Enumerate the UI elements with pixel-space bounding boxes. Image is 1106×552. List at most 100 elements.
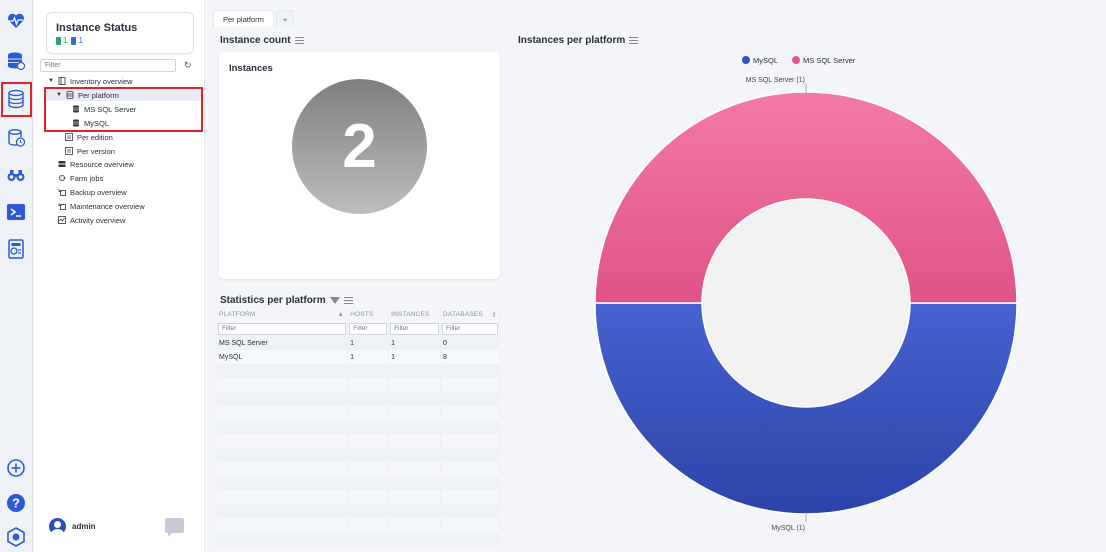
tree-item-per-edition[interactable]: Per edition [65, 131, 113, 143]
tree-panel: Instance Status 1 1 ↻ ▼ Inventory overvi… [34, 0, 205, 552]
tab-per-platform[interactable]: Per platform [213, 10, 274, 27]
instance-count-value: 2 [292, 79, 427, 214]
database-icon [72, 105, 80, 113]
user-name: admin [72, 522, 96, 531]
tree-item-label: Maintenance overview [70, 201, 145, 211]
hexagon-logo-icon[interactable] [5, 526, 27, 548]
caret-down-icon[interactable]: ▼ [48, 78, 54, 84]
total-count: 1 [78, 36, 83, 45]
menu-icon[interactable] [294, 37, 304, 44]
icon-rail: ? [0, 0, 33, 552]
empty-row [217, 406, 500, 420]
menu-icon[interactable] [629, 37, 639, 44]
slice-label: MySQL (1) [771, 525, 805, 532]
tree-item-backup-overview[interactable]: Backup overview [58, 186, 127, 198]
rail-active-highlight [1, 82, 32, 117]
heartbeat-icon[interactable] [5, 10, 27, 32]
plus-circle-icon[interactable] [5, 457, 27, 479]
menu-icon[interactable] [343, 297, 353, 304]
avatar [49, 518, 66, 535]
filter-icon[interactable] [329, 297, 340, 304]
binoculars-icon[interactable] [5, 164, 27, 186]
empty-row [217, 448, 500, 462]
database-icon [66, 91, 74, 99]
table-row[interactable]: MS SQL Server 1 1 0 [217, 336, 500, 350]
column-header-instances[interactable]: INSTANCES [388, 308, 442, 321]
tree-selection-highlight [44, 87, 203, 132]
table-cell: 1 [347, 336, 390, 350]
svg-text:?: ? [12, 496, 20, 511]
tree-item-farm-jobs[interactable]: Farm jobs [58, 172, 103, 184]
donut-slice-ms-sql-server[interactable] [594, 91, 1018, 304]
databases-filter-input[interactable] [442, 322, 498, 335]
tree-item-maintenance-overview[interactable]: Maintenance overview [58, 200, 145, 212]
instance-status-title: Instance Status [56, 22, 138, 34]
tree-item-activity-overview[interactable]: Activity overview [58, 214, 125, 226]
legend-item[interactable]: MySQL [742, 56, 778, 65]
user-menu[interactable]: admin [49, 518, 96, 535]
instance-count-title: Instance count [220, 35, 291, 46]
tree-item-label: Per platform [78, 90, 119, 100]
hosts-filter-input[interactable] [349, 322, 388, 335]
tree-item-label: Activity overview [70, 215, 126, 225]
refresh-icon[interactable]: ↻ [184, 60, 192, 70]
tree-item-label: MS SQL Server [84, 104, 137, 114]
table-row[interactable]: MySQL 1 1 8 [217, 350, 500, 364]
table-cell: 1 [388, 336, 442, 350]
tree-item-resource-overview[interactable]: Resource overview [58, 158, 134, 170]
column-header-platform[interactable]: PLATFORM ▲ [217, 308, 349, 321]
database-clock-icon[interactable] [5, 127, 27, 149]
report-icon[interactable] [5, 238, 27, 260]
empty-row [217, 490, 500, 504]
dashboard-tabs: Per platform + [213, 10, 295, 27]
database-stack-icon[interactable] [5, 88, 27, 110]
caret-down-icon[interactable]: ▼ [56, 92, 62, 98]
table-cell: 8 [440, 350, 500, 364]
chat-icon[interactable] [165, 518, 184, 537]
activity-icon [58, 216, 66, 224]
donut-hole [703, 200, 909, 406]
tree-item-label: Per edition [77, 132, 113, 142]
instance-count-card: Instances 2 [219, 52, 500, 279]
empty-row [217, 420, 500, 434]
column-header-hosts[interactable]: HOSTS [347, 308, 390, 321]
tree-item-label: Farm jobs [70, 173, 104, 183]
table-cell: 0 [440, 336, 500, 350]
empty-row [217, 434, 500, 448]
instances-label: Instances [229, 63, 273, 74]
platform-filter-input[interactable] [218, 322, 347, 335]
empty-row [217, 364, 500, 378]
add-tab-button[interactable]: + [275, 10, 295, 27]
tree-item-inventory-overview[interactable]: ▼ Inventory overview [48, 75, 133, 87]
donut-slice-mysql[interactable] [594, 302, 1018, 515]
tree-item-label: MySQL [84, 118, 110, 128]
online-db-icon [56, 36, 61, 45]
tree-item-per-version[interactable]: Per version [65, 145, 115, 157]
empty-row [217, 518, 500, 532]
tree-filter-input[interactable] [40, 59, 176, 72]
database-gear-icon[interactable] [5, 50, 27, 72]
instances-per-platform-chart: MySQL MS SQL Server MySQL (1) MS SQL Serve… [514, 30, 1106, 552]
instance-status-counts: 1 1 [56, 36, 83, 45]
legend-item[interactable]: MS SQL Server [792, 56, 855, 65]
terminal-icon[interactable] [5, 201, 27, 223]
tree-item-ms-sql-server[interactable]: MS SQL Server [72, 103, 136, 115]
empty-row [217, 476, 500, 490]
instance-status-card[interactable]: Instance Status 1 1 [46, 12, 194, 54]
database-icon [72, 119, 80, 127]
instances-filter-input[interactable] [390, 322, 440, 335]
table-cell: MySQL [217, 350, 349, 364]
instance-count-header: Instance count [220, 35, 304, 46]
sort-asc-icon[interactable]: ▲ [337, 311, 345, 318]
table-cell: 1 [347, 350, 390, 364]
tree-item-per-platform[interactable]: ▼ Per platform [56, 89, 119, 101]
column-header-databases[interactable]: DATABASES ⇕ [440, 308, 500, 321]
tree-item-mysql[interactable]: MySQL [72, 117, 109, 129]
filter-row [217, 321, 500, 336]
sort-both-icon[interactable]: ⇕ [491, 311, 497, 319]
help-icon[interactable]: ? [5, 492, 27, 514]
list-icon [65, 133, 73, 141]
table-cell: 1 [388, 350, 442, 364]
empty-row [217, 504, 500, 518]
